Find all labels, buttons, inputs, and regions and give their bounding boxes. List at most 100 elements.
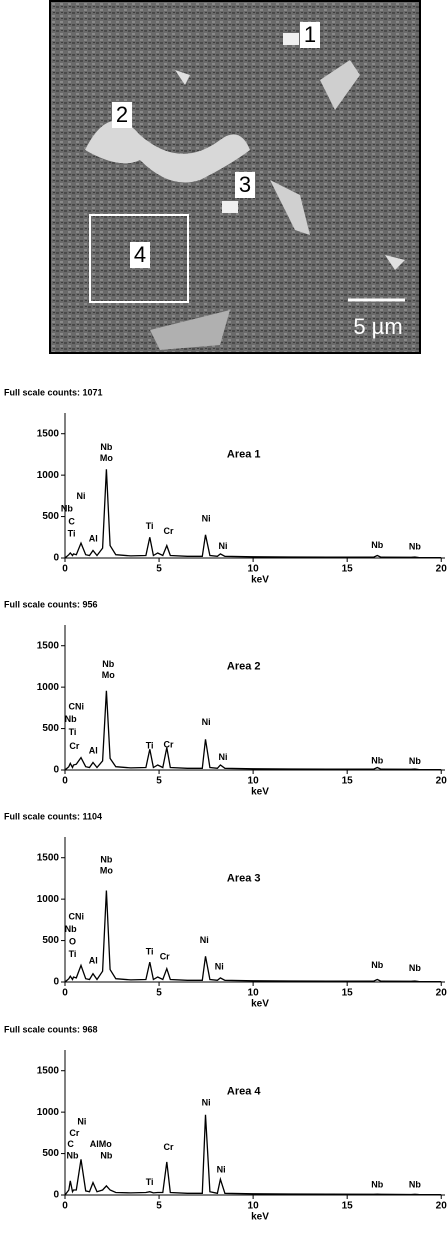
x-tick-label: 15: [342, 776, 354, 787]
peak-label: Cr: [160, 952, 170, 962]
x-axis-label: keV: [251, 787, 269, 798]
area-title: Area 4: [227, 1085, 262, 1097]
peak-label: Nb: [409, 542, 421, 552]
peak-label: Al: [89, 956, 98, 966]
peak-label: Ti: [69, 727, 77, 737]
area-title: Area 1: [227, 448, 261, 460]
spectrum-line: [65, 891, 441, 983]
y-tick-label: 0: [53, 553, 59, 564]
x-tick-label: 0: [62, 1201, 68, 1212]
peak-label: Ni: [202, 513, 211, 523]
peak-label: CNi: [69, 912, 85, 922]
x-tick-label: 10: [248, 776, 260, 787]
x-tick-label: 15: [342, 564, 354, 575]
peak-label: C: [68, 517, 75, 527]
y-tick-label: 1000: [37, 1107, 60, 1118]
peak-label: Nb: [65, 924, 77, 934]
peak-label: Mo: [102, 670, 115, 680]
y-tick-label: 500: [42, 1148, 59, 1159]
peak-label: Nb: [371, 755, 383, 765]
peak-label: Al: [89, 745, 98, 755]
figure: 1234 5 µm Full scale counts: 10710500100…: [0, 0, 448, 1233]
x-axis-label: keV: [251, 1212, 269, 1223]
peak-label: Mo: [100, 453, 113, 463]
peak-label: Nb: [371, 1179, 383, 1189]
area-title: Area 2: [227, 660, 261, 672]
peak-label: Ti: [146, 947, 154, 957]
peak-label: Nb: [100, 1150, 112, 1160]
peak-label: Cr: [163, 1142, 173, 1152]
x-tick-label: 5: [156, 564, 162, 575]
y-tick-label: 1000: [37, 470, 60, 481]
y-tick-label: 0: [53, 765, 59, 776]
peak-label: Cr: [163, 740, 173, 750]
y-tick-label: 0: [53, 1190, 59, 1201]
area-title: Area 3: [227, 872, 261, 884]
y-tick-label: 1500: [37, 640, 60, 651]
spectrum-line: [65, 469, 441, 558]
chart-title: Full scale counts: 1071: [4, 387, 103, 397]
peak-label: Nb: [67, 1150, 79, 1160]
peak-label: AlMo: [90, 1139, 112, 1149]
chart-title: Full scale counts: 1104: [4, 811, 102, 821]
spectrum-line: [65, 691, 441, 770]
peak-label: Al: [89, 533, 98, 543]
x-tick-label: 0: [62, 776, 68, 787]
peak-label: Nb: [409, 756, 421, 766]
y-tick-label: 0: [53, 977, 59, 988]
peak-label: O: [69, 937, 76, 947]
peak-label: Ti: [68, 528, 76, 538]
peak-label: Nb: [102, 659, 114, 669]
y-tick-label: 500: [42, 723, 59, 734]
peak-label: Ni: [215, 961, 224, 971]
y-tick-label: 1500: [37, 852, 60, 863]
peak-label: Ni: [202, 1097, 211, 1107]
x-tick-label: 0: [62, 988, 68, 999]
x-tick-label: 0: [62, 564, 68, 575]
x-tick-label: 10: [248, 988, 260, 999]
peak-label: Nb: [409, 963, 421, 973]
peak-label: Cr: [69, 741, 79, 751]
chart-title: Full scale counts: 968: [4, 1024, 98, 1034]
peak-label: Ni: [217, 1165, 226, 1175]
peak-label: Ni: [76, 491, 85, 501]
peak-label: Nb: [371, 540, 383, 550]
spectrum-line: [65, 1115, 441, 1195]
scale-label: 5 µm: [353, 314, 402, 339]
peak-label: Ti: [69, 949, 77, 959]
peak-label: CNi: [69, 701, 85, 711]
chart-title: Full scale counts: 956: [4, 599, 98, 609]
x-axis-label: keV: [251, 999, 269, 1010]
peak-label: Cr: [163, 526, 173, 536]
x-tick-label: 5: [156, 988, 162, 999]
x-tick-label: 20: [436, 1201, 448, 1212]
x-tick-label: 5: [156, 776, 162, 787]
y-tick-label: 1500: [37, 1065, 60, 1076]
y-tick-label: 1000: [37, 894, 60, 905]
spot: [283, 33, 299, 45]
spot: [222, 201, 238, 213]
area-label: 3: [239, 172, 251, 197]
peak-label: Ti: [146, 521, 154, 531]
area-label: 4: [134, 242, 146, 267]
peak-label: Nb: [100, 442, 112, 452]
y-tick-label: 1500: [37, 428, 60, 439]
x-tick-label: 20: [436, 776, 448, 787]
peak-label: Ti: [146, 1177, 154, 1187]
peak-label: Nb: [371, 960, 383, 970]
peak-label: Nb: [65, 714, 77, 724]
x-tick-label: 5: [156, 1201, 162, 1212]
peak-label: Ni: [77, 1116, 86, 1126]
y-tick-label: 1000: [37, 682, 60, 693]
y-tick-label: 500: [42, 511, 59, 522]
x-tick-label: 20: [436, 564, 448, 575]
peak-label: Nb: [409, 1179, 421, 1189]
peak-label: C: [67, 1139, 74, 1149]
peak-label: Ni: [202, 717, 211, 727]
y-tick-label: 500: [42, 935, 59, 946]
x-tick-label: 10: [248, 1201, 260, 1212]
x-tick-label: 15: [342, 1201, 354, 1212]
peak-label: Nb: [100, 855, 112, 865]
peak-label: Cr: [69, 1128, 79, 1138]
